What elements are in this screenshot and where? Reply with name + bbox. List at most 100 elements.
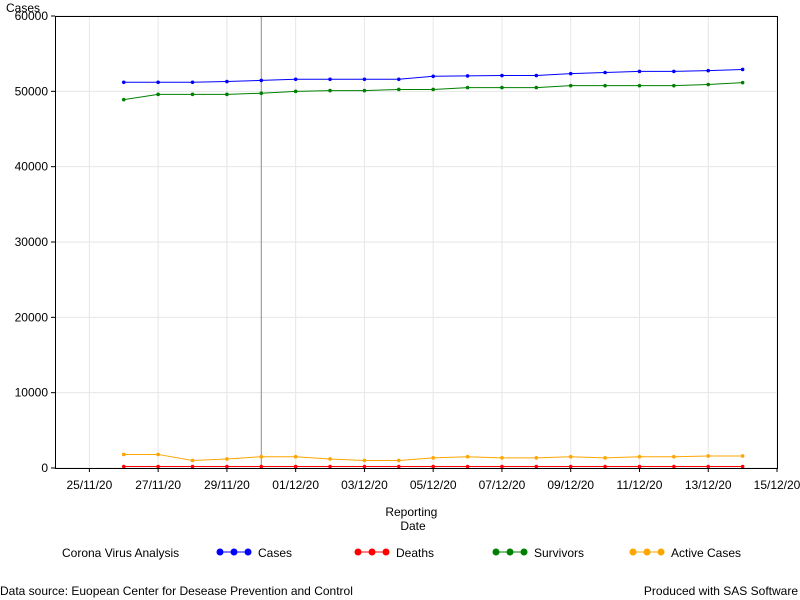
data-point-cases: [190, 80, 195, 85]
data-point-survivors: [293, 89, 298, 94]
data-point-survivors: [259, 91, 264, 96]
x-tick-label: 25/11/20: [66, 478, 112, 492]
data-point-active-cases: [637, 454, 642, 459]
data-point-cases: [121, 80, 126, 85]
data-point-cases: [706, 68, 711, 73]
data-point-survivors: [397, 87, 401, 92]
data-point-survivors: [156, 92, 160, 97]
legend-swatch-marker: [643, 548, 651, 556]
legend-item-active-cases: Active Cases: [629, 546, 741, 560]
x-tick-label: 01/12/20: [272, 478, 319, 492]
data-point-active-cases: [431, 456, 435, 460]
data-point-deaths: [190, 464, 195, 469]
data-point-active-cases: [121, 452, 126, 457]
footer-data-source: Data source: Euopean Center for Desease …: [0, 584, 353, 598]
data-point-cases: [603, 70, 607, 75]
data-point-survivors: [672, 83, 676, 88]
data-point-active-cases: [156, 452, 160, 457]
legend-item-deaths: Deaths: [354, 546, 434, 560]
y-axis-title: Cases: [6, 1, 40, 15]
data-point-survivors: [637, 83, 642, 88]
data-point-deaths: [121, 464, 126, 469]
y-tick-label: 60000: [15, 9, 49, 23]
data-point-cases: [500, 73, 504, 78]
data-point-deaths: [156, 464, 160, 469]
legend-swatch-marker: [216, 548, 224, 556]
series-survivors: [121, 80, 745, 102]
data-point-active-cases: [672, 454, 676, 459]
x-axis-title-line-1: Reporting: [385, 505, 437, 519]
data-point-active-cases: [328, 457, 332, 461]
data-point-survivors: [740, 80, 745, 85]
x-tick-label: 03/12/20: [341, 478, 388, 492]
data-point-active-cases: [293, 454, 298, 459]
data-point-active-cases: [362, 458, 367, 463]
data-point-active-cases: [225, 457, 229, 461]
data-point-active-cases: [465, 454, 470, 459]
x-tick-label: 11/12/20: [617, 478, 663, 492]
legend: Corona Virus Analysis Cases Deaths Survivo…: [62, 546, 741, 560]
x-tick-label: 07/12/20: [479, 478, 526, 492]
legend-item-survivors: Survivors: [492, 546, 584, 560]
series-cases: [121, 67, 745, 85]
x-tick-label: 15/12/20: [754, 478, 800, 492]
x-axis-title-line-2: Date: [400, 519, 426, 533]
data-point-cases: [225, 79, 229, 84]
legend-swatch-marker: [629, 548, 637, 556]
data-point-deaths: [706, 464, 711, 469]
y-axis: 0 10000 20000 30000 40000 50000 60000: [15, 9, 55, 475]
legend-swatch-marker: [382, 548, 390, 556]
x-axis-title: Reporting Date: [385, 505, 440, 533]
data-point-deaths: [500, 464, 504, 469]
legend-swatch-marker: [354, 548, 362, 556]
legend-swatch-marker: [657, 548, 665, 556]
data-point-deaths: [293, 464, 298, 469]
data-point-cases: [156, 80, 160, 85]
data-point-survivors: [706, 82, 711, 87]
series-active-cases: [121, 452, 745, 463]
data-point-cases: [740, 67, 745, 72]
legend-swatch-marker: [368, 548, 376, 556]
data-point-deaths: [465, 464, 470, 469]
data-point-deaths: [362, 464, 367, 469]
data-point-deaths: [603, 464, 607, 469]
y-tick-label: 20000: [15, 310, 49, 324]
legend-label: Survivors: [534, 546, 584, 560]
y-tick-label: 40000: [15, 160, 49, 174]
data-point-active-cases: [500, 456, 504, 460]
data-point-active-cases: [259, 454, 264, 459]
data-point-active-cases: [740, 454, 745, 458]
data-point-deaths: [637, 464, 642, 469]
data-point-cases: [362, 77, 367, 82]
data-point-survivors: [500, 85, 504, 90]
data-point-survivors: [465, 85, 470, 90]
data-point-survivors: [431, 87, 435, 92]
data-point-active-cases: [568, 454, 573, 459]
data-point-active-cases: [397, 458, 401, 463]
data-point-deaths: [431, 464, 435, 469]
legend-label: Active Cases: [671, 546, 741, 560]
data-point-active-cases: [706, 454, 711, 458]
x-tick-label: 13/12/20: [685, 478, 732, 492]
data-point-survivors: [603, 83, 607, 88]
data-point-survivors: [121, 97, 126, 102]
x-tick-label: 05/12/20: [410, 478, 457, 492]
data-point-deaths: [259, 464, 264, 469]
y-tick-label: 10000: [15, 386, 49, 400]
legend-label: Cases: [258, 546, 292, 560]
legend-swatch-marker: [244, 548, 252, 556]
y-tick-label: 30000: [15, 235, 49, 249]
series-layer: [121, 67, 745, 469]
grid-lines: [55, 15, 778, 469]
data-point-cases: [637, 69, 642, 74]
data-point-deaths: [740, 464, 745, 469]
data-point-deaths: [672, 464, 676, 469]
legend-swatch-marker: [506, 548, 514, 556]
plot-frame: [55, 16, 778, 469]
data-point-survivors: [568, 83, 573, 88]
data-point-cases: [465, 74, 470, 78]
data-point-survivors: [225, 92, 229, 97]
y-tick-label: 0: [41, 461, 48, 475]
legend-title: Corona Virus Analysis: [62, 546, 179, 560]
